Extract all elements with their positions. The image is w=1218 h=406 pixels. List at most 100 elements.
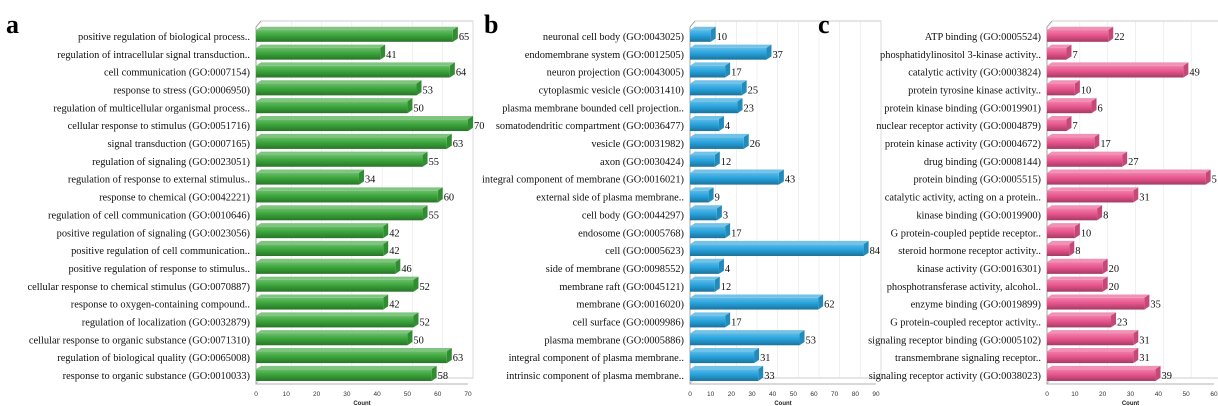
bar[interactable] [690,351,755,364]
bar-end-face [741,80,747,96]
bar-top-face [256,115,473,120]
bar[interactable] [690,315,726,328]
bar-top-face [256,26,458,31]
bar-end-face [1102,276,1108,292]
value-label: 3 [723,210,728,221]
bar-top-face [256,169,364,173]
category-label: cellular response to chemical stimulus (… [28,282,250,293]
bar[interactable] [1047,83,1075,96]
bar[interactable] [256,369,432,381]
bar[interactable] [256,244,384,257]
bar[interactable] [256,226,384,239]
value-label: 62 [824,300,834,311]
x-tick-label: 60 [1210,391,1218,398]
bar[interactable] [256,208,423,221]
bar[interactable] [1047,30,1109,42]
bar[interactable] [256,101,408,114]
bar[interactable] [256,279,414,292]
category-label: positive regulation of signaling (GO:002… [57,228,250,239]
value-label: 8 [1075,246,1080,257]
bar[interactable] [690,208,717,221]
bar-end-face [737,98,743,114]
bar[interactable] [1047,47,1067,60]
bar-end-face [1108,26,1114,42]
bar[interactable] [256,262,396,274]
bar-top-face [256,80,422,84]
bar[interactable] [690,47,767,60]
bar[interactable] [690,30,711,42]
bar[interactable] [690,65,726,78]
bar[interactable] [256,65,450,78]
bar[interactable] [690,226,726,239]
bar[interactable] [256,47,381,60]
bar[interactable] [1047,333,1134,346]
bar[interactable] [690,262,719,274]
bar-top-face [1047,348,1139,352]
category-label: neuronal cell body (GO:0043025) [543,32,684,43]
value-label: 5 [1212,175,1217,186]
bar[interactable] [256,351,447,364]
bar[interactable] [256,297,384,310]
bar-end-face [714,151,720,167]
bar-end-face [725,312,731,328]
bar[interactable] [256,333,408,346]
value-label: 50 [413,335,423,346]
bar-top-face [690,365,764,370]
value-label: 23 [744,103,754,114]
bar[interactable] [690,83,742,96]
bar[interactable] [690,279,715,292]
value-label: 35 [1150,300,1160,311]
bar[interactable] [1047,208,1098,221]
bar[interactable] [690,137,744,149]
value-label: 63 [453,139,463,150]
bar[interactable] [690,244,864,257]
bar-top-face [690,312,731,316]
category-label: phosphotransferase activity, alcohol.. [887,282,1041,293]
value-label: 9 [715,193,720,204]
bar[interactable] [256,83,417,96]
category-label: transmembrane signaling receptor.. [895,353,1041,364]
bar[interactable] [1047,244,1070,257]
bar[interactable] [1047,262,1103,274]
bar[interactable] [690,190,709,203]
bar[interactable] [256,172,359,185]
bar[interactable] [256,154,423,167]
bar[interactable] [256,137,447,149]
bar-end-face [416,80,422,96]
bar[interactable] [1047,351,1134,364]
bar[interactable] [1047,279,1103,292]
bar[interactable] [690,101,738,114]
bar[interactable] [1047,119,1067,132]
bar[interactable] [1047,369,1156,381]
bar[interactable] [1047,297,1145,310]
bar[interactable] [1047,226,1075,239]
bar-top-face [1047,169,1211,173]
bar[interactable] [690,297,819,310]
bar-top-face [1047,312,1117,316]
bar-top-face [1047,294,1150,298]
bar[interactable] [256,30,453,42]
bar-top-face [256,294,389,298]
value-label: 64 [456,68,467,79]
bar-end-face [1133,348,1139,364]
bar[interactable] [1047,137,1095,149]
category-label: G protein-coupled peptide receptor.. [891,228,1041,239]
bar[interactable] [256,119,468,132]
bar[interactable] [690,172,779,185]
bar[interactable] [690,119,719,132]
bar[interactable] [1047,65,1184,78]
bar[interactable] [1047,315,1112,328]
bar[interactable] [1047,101,1092,114]
bar[interactable] [1047,190,1134,203]
bar[interactable] [690,369,759,381]
bar-end-face [1102,258,1108,274]
bar-end-face [1155,365,1161,381]
bar[interactable] [256,190,438,203]
bar[interactable] [690,333,800,346]
bar-end-face [710,26,716,42]
bar[interactable] [1047,172,1206,185]
bar[interactable] [690,154,715,167]
bar-top-face [256,240,389,245]
bar[interactable] [256,315,414,328]
bar[interactable] [1047,154,1123,167]
